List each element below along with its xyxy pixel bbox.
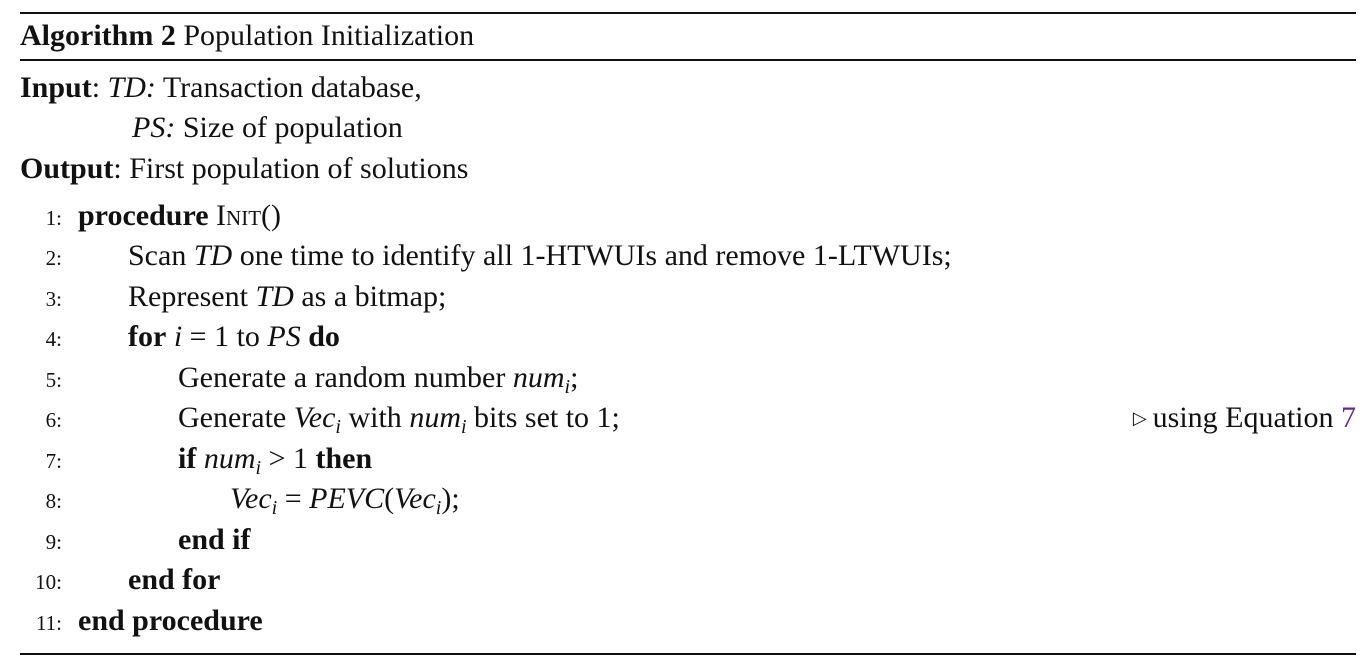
input-param2-name: PS: — [132, 111, 176, 144]
procedure-name: Init — [216, 199, 262, 232]
code-line-4: 4: for i = 1 to PS do — [20, 319, 1356, 355]
algorithm-label: Algorithm 2 — [20, 19, 176, 52]
caption-rule — [20, 59, 1356, 61]
line-number: 6: — [45, 408, 62, 432]
equation-reference-link[interactable]: 7 — [1341, 401, 1356, 434]
line-code: end if — [178, 523, 251, 556]
line-code: Scan TD one time to identify all 1-HTWUI… — [128, 239, 952, 272]
line-number: 7: — [45, 449, 62, 473]
code-line-8: 8: Veci = PEVC(Veci); — [20, 481, 1356, 519]
line-number: 8: — [45, 489, 62, 513]
input-line-1: Input: TD: Transaction database, — [20, 71, 422, 104]
line-code: for i = 1 to PS do — [128, 320, 340, 353]
code-line-11: 11: end procedure — [20, 603, 1356, 639]
code-line-7: 7: if numi > 1 then — [20, 441, 1356, 479]
input-line-2: PS: Size of population — [132, 110, 403, 146]
output-desc: First population of solutions — [129, 152, 469, 185]
line-code: Generate a random number numi; — [178, 361, 579, 398]
output-label: Output — [20, 152, 114, 185]
line-number: 5: — [45, 368, 62, 392]
line-number: 4: — [45, 327, 62, 351]
line-number: 9: — [45, 530, 62, 554]
line-number: 1: — [45, 206, 62, 230]
line-code: end procedure — [78, 604, 263, 637]
line-code: Represent TD as a bitmap; — [128, 280, 447, 313]
code-line-5: 5: Generate a random number numi; — [20, 360, 1356, 398]
algorithm-caption: Algorithm 2 Population Initialization — [20, 18, 474, 54]
algorithm-title: Population Initialization — [183, 19, 475, 52]
input-label: Input — [20, 71, 92, 104]
input-param2-desc: Size of population — [182, 111, 403, 144]
code-line-9: 9: end if — [20, 522, 1356, 558]
line-number: 2: — [45, 246, 62, 270]
line-number: 10: — [35, 570, 62, 594]
line-number: 3: — [45, 287, 62, 311]
line-code: Veci = PEVC(Veci); — [230, 482, 460, 519]
line-comment: ▷ using Equation 7 — [1132, 401, 1356, 434]
line-number: 11: — [35, 611, 62, 635]
input-param1-desc: Transaction database, — [162, 71, 422, 104]
line-code: procedure Init() — [78, 199, 282, 232]
code-line-3: 3: Represent TD as a bitmap; — [20, 279, 1356, 315]
line-code: if numi > 1 then — [178, 442, 373, 479]
output-line: Output: First population of solutions — [20, 152, 469, 185]
line-code: end for — [128, 563, 221, 596]
line-code: Generate Veci with numi bits set to 1; — [178, 401, 620, 438]
code-line-1: 1: procedure Init() — [20, 198, 1356, 234]
input-param1-name: TD: — [107, 71, 156, 104]
top-rule — [20, 12, 1356, 14]
code-line-10: 10: end for — [20, 562, 1356, 598]
algorithm-block: Algorithm 2 Population Initialization In… — [20, 12, 1356, 656]
code-line-2: 2: Scan TD one time to identify all 1-HT… — [20, 238, 1356, 274]
bottom-rule — [20, 653, 1356, 655]
triangle-right-icon: ▷ — [1132, 408, 1147, 428]
code-line-6: 6: Generate Veci with numi bits set to 1… — [20, 400, 1356, 438]
